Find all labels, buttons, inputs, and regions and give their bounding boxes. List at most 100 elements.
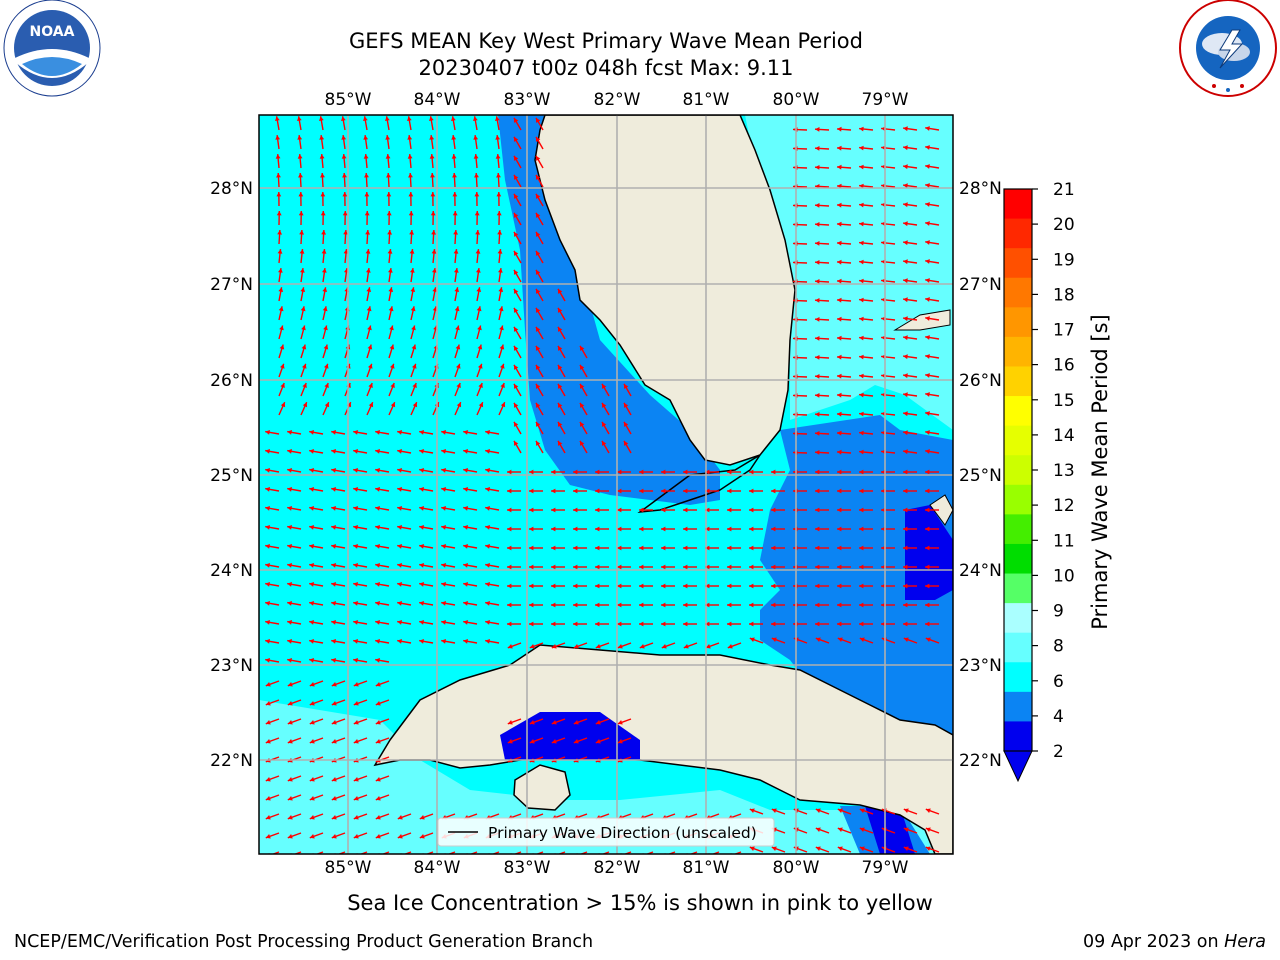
wave-arrow-head xyxy=(474,173,479,178)
wave-arrow-head xyxy=(419,601,424,606)
wave-arrow-head xyxy=(277,249,283,254)
wave-arrow-head xyxy=(485,601,490,606)
wave-arrow-head xyxy=(837,488,842,494)
lat-tick-right: 24°N xyxy=(959,561,1002,581)
wave-arrow-head xyxy=(595,545,600,551)
wave-arrow-head xyxy=(441,487,446,492)
wave-arrow-head xyxy=(580,364,585,370)
wave-arrow-head xyxy=(859,354,864,360)
wave-arrow-head xyxy=(837,278,842,284)
wave-arrow-head xyxy=(500,363,505,369)
wave-arrow-head xyxy=(455,325,460,331)
wave-arrow-head xyxy=(529,583,534,589)
wave-arrow-head xyxy=(386,211,392,216)
wave-arrow-head xyxy=(431,230,436,235)
wave-arrow-head xyxy=(683,545,688,551)
footer-date-text: 09 Apr 2023 on xyxy=(1083,932,1225,952)
wave-arrow-head xyxy=(514,364,519,370)
wave-arrow-head xyxy=(331,739,337,744)
lat-tick-right: 25°N xyxy=(959,466,1002,486)
colorbar-tick-label: 20 xyxy=(1053,215,1075,235)
wave-arrow-head xyxy=(298,211,304,216)
colorbar-tick-label: 11 xyxy=(1053,531,1075,551)
wave-arrow xyxy=(359,851,368,854)
wave-arrow-head xyxy=(925,202,930,207)
wave-arrow-head xyxy=(375,815,381,820)
wave-arrow-head xyxy=(441,620,446,625)
wave-arrow-head xyxy=(300,268,305,273)
wave-arrow-head xyxy=(353,815,359,820)
wave-arrow-head xyxy=(815,808,821,813)
wave-arrow-head xyxy=(299,230,304,235)
wave-arrow-head xyxy=(366,306,372,312)
wave-arrow-head xyxy=(551,488,556,494)
wave-arrow-head xyxy=(495,116,500,121)
wave-arrow-head xyxy=(368,383,373,388)
wave-arrow-head xyxy=(363,154,369,159)
wave-arrow-head xyxy=(514,269,519,275)
wave-arrow xyxy=(557,851,566,854)
wave-arrow-head xyxy=(397,544,402,549)
wave-arrow-head xyxy=(507,583,512,589)
wave-arrow-head xyxy=(551,583,556,589)
wave-arrow-head xyxy=(507,545,512,551)
wave-arrow-head xyxy=(727,469,732,475)
wave-arrow-head xyxy=(771,469,776,475)
lat-tick-left: 22°N xyxy=(210,751,253,771)
wave-arrow-head xyxy=(407,135,413,140)
wave-arrow-head xyxy=(287,639,292,644)
wave-arrow-head xyxy=(375,506,380,511)
colorbar-segment xyxy=(1004,189,1032,220)
wave-arrow-head xyxy=(287,582,292,587)
wave-arrow-head xyxy=(309,620,314,625)
wave-arrow-head xyxy=(265,430,270,435)
wave-arrow-head xyxy=(536,212,541,218)
wave-arrow-head xyxy=(639,488,644,494)
wave-arrow-head xyxy=(265,544,270,549)
wave-arrow-head xyxy=(749,846,755,851)
wave-arrow-head xyxy=(454,306,460,312)
wave-arrow-head xyxy=(903,846,909,851)
wave-arrow-head xyxy=(859,373,864,379)
wave-arrow-head xyxy=(280,363,285,369)
wave-arrow-head xyxy=(683,507,688,513)
wave-arrow-head xyxy=(749,488,754,494)
wave-arrow xyxy=(469,851,478,854)
wave-arrow-head xyxy=(536,174,541,180)
ocean-lightcyan-atlantic xyxy=(745,115,953,430)
wave-arrow xyxy=(535,851,544,854)
wave-arrow-head xyxy=(815,127,820,132)
wave-arrow-head xyxy=(419,582,424,587)
wave-arrow-head xyxy=(323,325,328,331)
wave-arrow-head xyxy=(558,383,563,389)
wave-arrow-head xyxy=(815,260,820,265)
wave-arrow-head xyxy=(387,249,393,254)
wave-arrow-head xyxy=(375,739,381,744)
wave-arrow-head xyxy=(617,488,622,494)
wave-arrow-head xyxy=(595,739,601,744)
wave-arrow-head xyxy=(410,268,415,273)
wave-arrow-head xyxy=(297,154,303,159)
wave-arrow-head xyxy=(441,601,446,606)
wave-arrow-head xyxy=(573,488,578,494)
wave-arrow-head xyxy=(925,621,930,627)
wave-arrow-head xyxy=(580,345,585,351)
wave-arrow-head xyxy=(412,383,417,388)
wave-arrow-head xyxy=(624,383,629,389)
wave-arrow-head xyxy=(309,544,314,549)
wave-arrow-head xyxy=(353,777,359,782)
wave-arrow-head xyxy=(683,602,688,608)
wave-arrow-head xyxy=(265,834,271,839)
wave-arrow-head xyxy=(309,834,315,839)
wave-arrow-head xyxy=(727,644,733,649)
wave-arrow-head xyxy=(595,621,600,627)
wave-arrow-head xyxy=(507,644,513,649)
wave-arrow-head xyxy=(859,827,865,832)
wave-arrow-head xyxy=(903,202,908,208)
wave-arrow-head xyxy=(319,116,324,121)
wave-arrow-head xyxy=(602,421,607,427)
wave-arrow-head xyxy=(859,846,865,851)
wave-arrow-head xyxy=(580,383,585,389)
wave-arrow-head xyxy=(387,230,392,235)
wave-arrow-head xyxy=(837,240,842,246)
